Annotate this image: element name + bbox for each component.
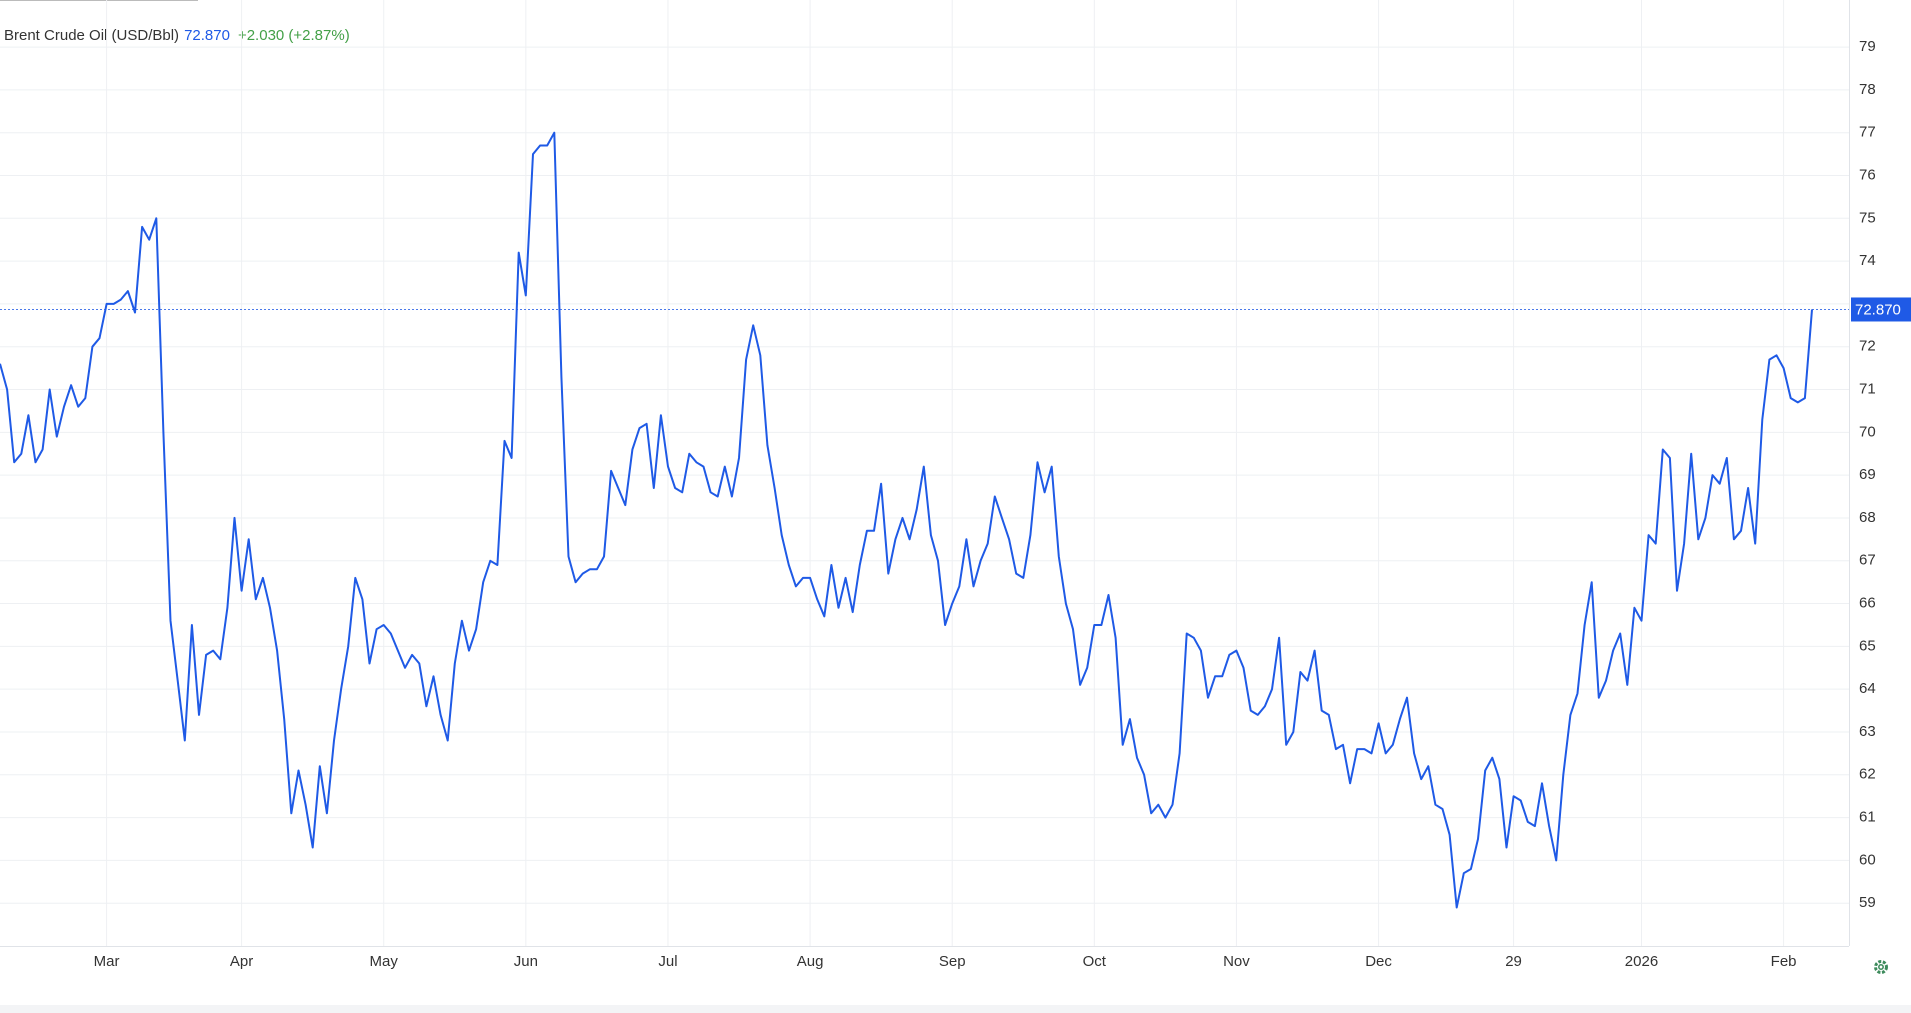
settings-icon[interactable] bbox=[1874, 960, 1888, 974]
y-tick-label: 74 bbox=[1859, 252, 1876, 269]
x-tick-label: Jul bbox=[658, 953, 677, 970]
x-tick-label: Jun bbox=[514, 953, 538, 970]
price: 72.870 bbox=[184, 27, 230, 44]
x-tick-label: Sep bbox=[939, 953, 966, 970]
y-tick-label: 79 bbox=[1859, 38, 1876, 55]
y-tick-label: 60 bbox=[1859, 851, 1876, 868]
chart-title: Brent Crude Oil (USD/Bbl) bbox=[4, 27, 179, 44]
y-tick-label: 69 bbox=[1859, 466, 1876, 483]
y-tick-label: 63 bbox=[1859, 723, 1876, 740]
change: +2.030 (+2.87%) bbox=[238, 27, 350, 44]
y-tick-label: 61 bbox=[1859, 809, 1876, 826]
last-price-badge bbox=[1851, 297, 1911, 322]
x-tick-label: 2026 bbox=[1625, 953, 1658, 970]
x-tick-label: Nov bbox=[1223, 953, 1250, 970]
y-tick-label: 78 bbox=[1859, 81, 1876, 98]
y-tick-label: 77 bbox=[1859, 124, 1876, 141]
y-tick-label: 70 bbox=[1859, 423, 1876, 440]
x-tick-label: Aug bbox=[797, 953, 824, 970]
y-tick-label: 68 bbox=[1859, 509, 1876, 526]
bottom-bar bbox=[0, 1005, 1911, 1013]
y-tick-label: 64 bbox=[1859, 680, 1876, 697]
y-tick-label: 76 bbox=[1859, 166, 1876, 183]
x-tick-label: 29 bbox=[1505, 953, 1522, 970]
y-tick-label: 65 bbox=[1859, 637, 1876, 654]
y-tick-label: 66 bbox=[1859, 595, 1876, 612]
price-line bbox=[0, 131, 1813, 909]
y-tick-label: 72 bbox=[1859, 338, 1876, 355]
x-tick-label: Oct bbox=[1083, 953, 1107, 970]
x-tick-label: Mar bbox=[94, 953, 120, 970]
y-tick-label: 71 bbox=[1859, 380, 1876, 397]
last-price-label: 72.870 bbox=[1855, 301, 1901, 318]
y-tick-label: 67 bbox=[1859, 552, 1876, 569]
y-tick-label: 62 bbox=[1859, 766, 1876, 783]
x-tick-label: May bbox=[370, 953, 399, 970]
y-tick-label: 59 bbox=[1859, 894, 1876, 911]
x-tick-label: Dec bbox=[1365, 953, 1392, 970]
y-tick-label: 75 bbox=[1859, 209, 1876, 226]
x-tick-label: Apr bbox=[230, 953, 253, 970]
x-tick-label: Feb bbox=[1771, 953, 1797, 970]
